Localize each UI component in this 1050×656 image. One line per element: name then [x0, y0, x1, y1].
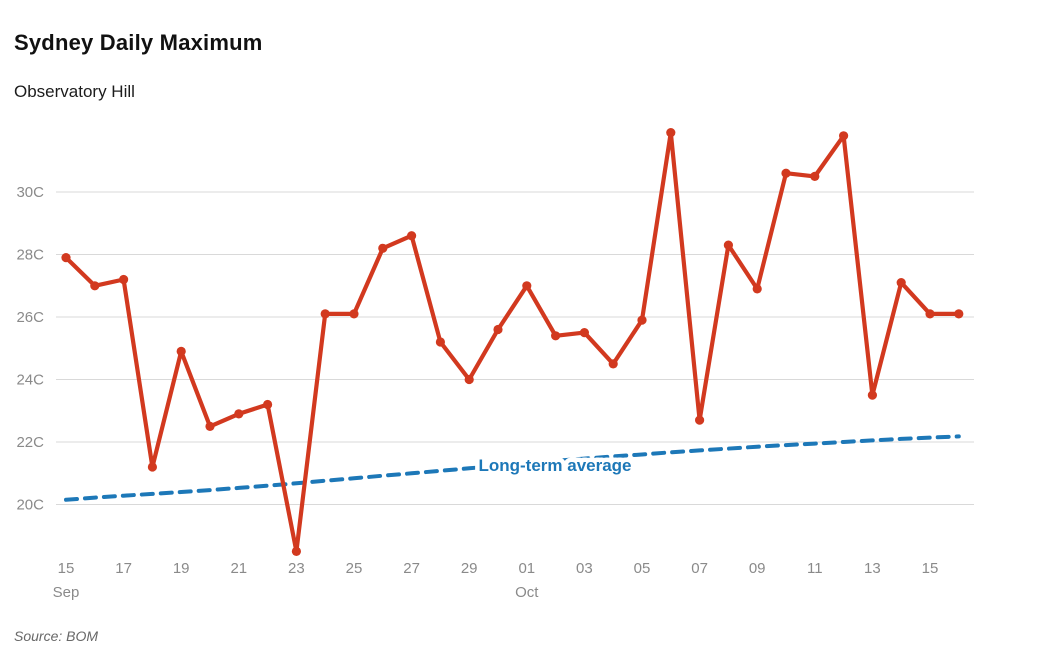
- data-point: [839, 131, 849, 141]
- data-point: [147, 462, 157, 472]
- data-point: [666, 128, 676, 138]
- data-point: [723, 240, 734, 250]
- data-point: [61, 253, 71, 263]
- data-point: [810, 171, 820, 181]
- x-axis-label: 05: [634, 560, 651, 577]
- data-point: [320, 309, 330, 319]
- data-point: [349, 309, 359, 319]
- x-axis-label: 07: [691, 560, 708, 577]
- y-axis-label: 30C: [16, 184, 44, 201]
- y-axis-label: 22C: [16, 434, 44, 451]
- x-axis-month-label: Sep: [53, 584, 80, 601]
- data-point: [176, 346, 186, 356]
- x-axis-label: 27: [403, 560, 420, 577]
- data-point: [464, 374, 474, 385]
- daily-maximum-line: [63, 130, 961, 554]
- data-point: [205, 421, 215, 431]
- data-point: [378, 243, 388, 253]
- data-point: [263, 399, 273, 410]
- data-point: [579, 328, 590, 338]
- y-axis-label: 28C: [16, 247, 44, 264]
- x-axis-label: 17: [115, 560, 132, 577]
- y-axis-label: 20C: [16, 497, 44, 514]
- x-axis-label: 11: [807, 560, 823, 577]
- x-axis-month-label: Oct: [515, 584, 539, 601]
- data-point: [781, 168, 791, 178]
- page-title: Sydney Daily Maximum: [14, 30, 263, 55]
- data-point: [551, 331, 561, 341]
- data-point: [925, 309, 935, 319]
- long-term-average-line: [64, 434, 961, 502]
- x-axis-label: 01: [518, 560, 535, 577]
- data-point: [522, 281, 532, 291]
- data-point: [435, 337, 445, 347]
- source-note: Source: BOM: [14, 628, 99, 644]
- x-axis-label: 25: [346, 560, 363, 577]
- data-point: [637, 315, 647, 325]
- data-point: [695, 415, 705, 425]
- data-point: [119, 274, 129, 285]
- page-subtitle: Observatory Hill: [14, 82, 135, 101]
- x-axis-label: 13: [864, 560, 881, 577]
- data-point: [90, 281, 100, 291]
- data-point: [752, 284, 762, 294]
- y-axis-label: 24C: [16, 372, 44, 389]
- x-axis-label: 15: [58, 560, 75, 577]
- data-point: [867, 390, 878, 400]
- x-axis-label: 23: [288, 560, 305, 577]
- y-axis-label: 26C: [16, 309, 44, 326]
- x-axis-label: 29: [461, 560, 478, 577]
- x-axis-label: 09: [749, 560, 766, 577]
- data-point: [896, 278, 906, 288]
- x-axis-label: 19: [173, 560, 190, 577]
- data-point: [954, 309, 964, 319]
- x-axis-label: 03: [576, 560, 593, 577]
- data-point: [608, 359, 618, 369]
- data-point: [407, 231, 417, 241]
- x-axis-label: 15: [922, 560, 939, 577]
- x-axis-label: 21: [230, 560, 247, 577]
- data-point: [493, 324, 503, 335]
- data-point: [234, 409, 244, 419]
- long-term-average-label: Long-term average: [478, 456, 631, 475]
- data-point: [291, 546, 301, 557]
